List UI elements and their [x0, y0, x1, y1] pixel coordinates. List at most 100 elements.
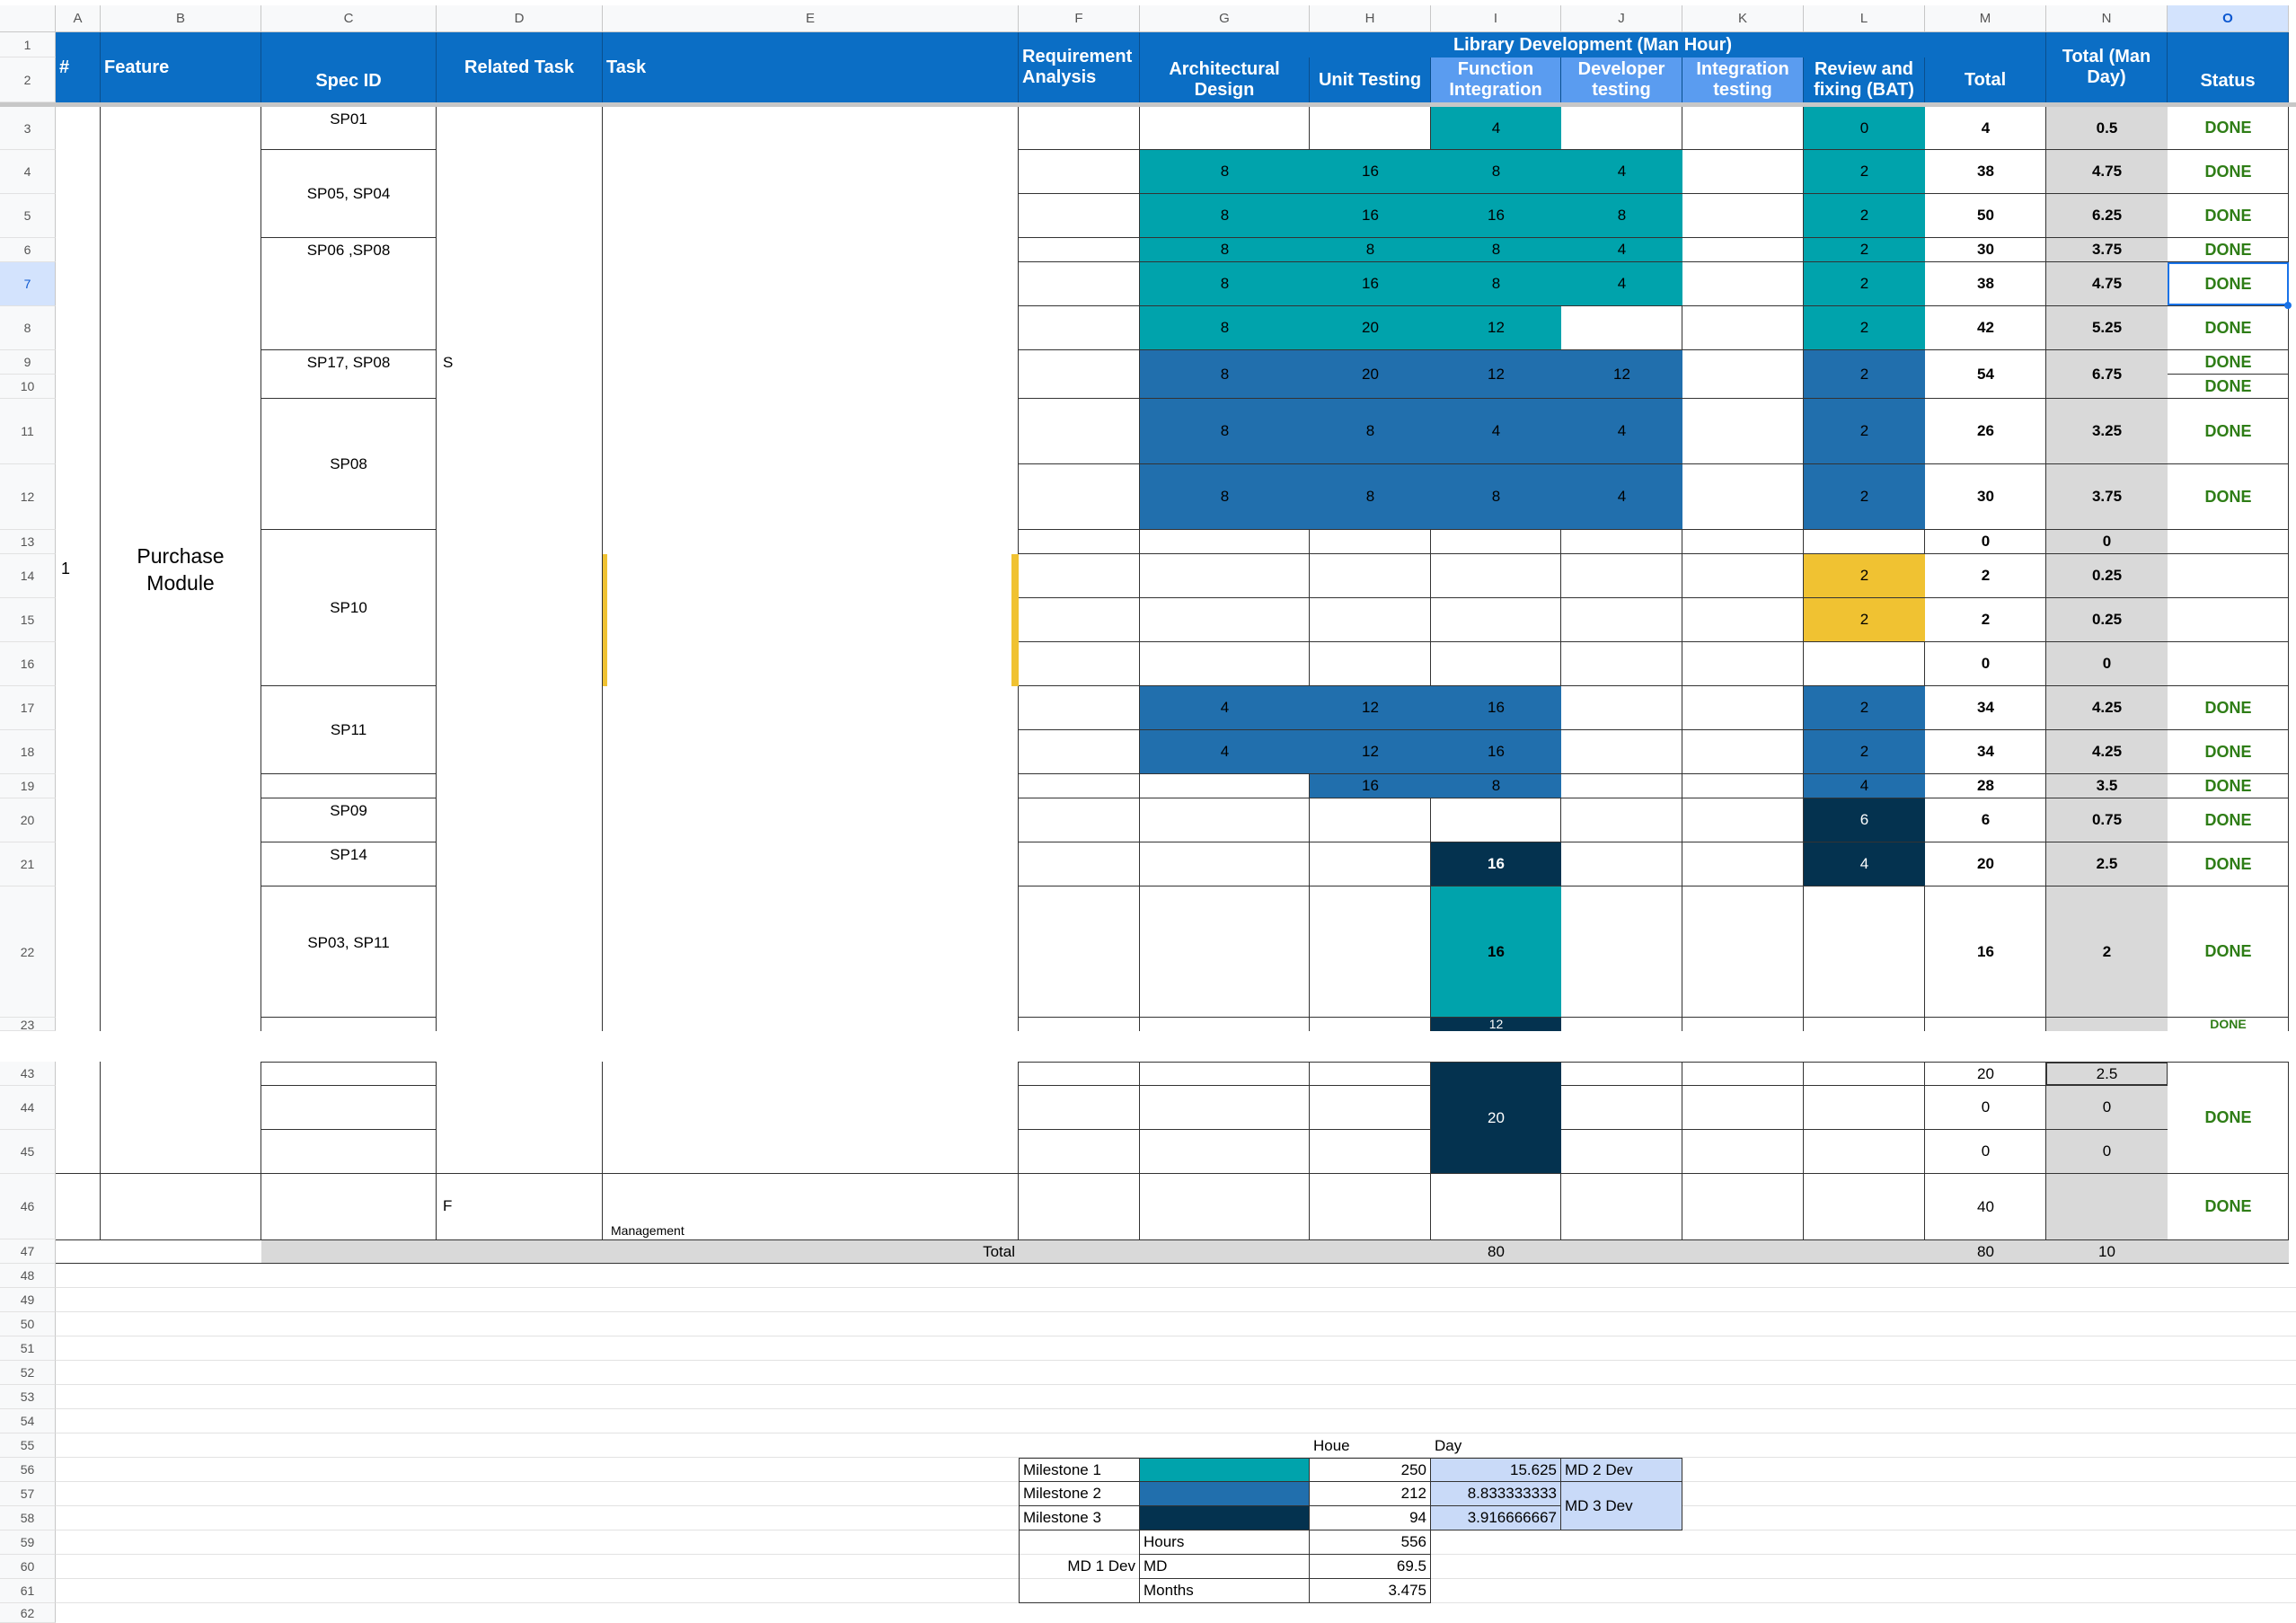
total-hours-cell[interactable]: 6 — [1981, 811, 1991, 828]
summary-md-value[interactable]: 69.5 — [1310, 1555, 1431, 1579]
total-man-day-cell[interactable]: 4.25 — [2046, 686, 2168, 729]
developer-testing-cell[interactable]: 8 — [1561, 194, 1682, 237]
status-cell[interactable]: DONE — [2204, 240, 2252, 259]
totals-function-integration[interactable]: 80 — [1488, 1242, 1505, 1260]
row-header-3[interactable]: 3 — [0, 107, 56, 150]
status-cell-selected[interactable]: DONE — [2168, 262, 2289, 305]
summary-label[interactable]: MD 1 Dev — [1019, 1530, 1140, 1603]
total-man-day-cell[interactable]: 5.25 — [2046, 306, 2168, 349]
total-man-day-cell[interactable]: 2 — [2046, 886, 2168, 1017]
total-hours-cell[interactable]: 2 — [1981, 567, 1991, 584]
architectural-design-cell[interactable]: 8 — [1140, 464, 1310, 529]
review-fixing-cell[interactable]: 2 — [1804, 464, 1925, 529]
row-header-23[interactable]: 23 — [0, 1018, 56, 1031]
row-header-56[interactable]: 56 — [0, 1458, 56, 1482]
total-hours-cell[interactable]: 28 — [1977, 777, 1994, 794]
column-header-a[interactable]: A — [56, 5, 101, 32]
total-hours-cell[interactable]: 16 — [1977, 942, 1994, 960]
column-header-e[interactable]: E — [603, 5, 1019, 32]
milestone-1-label[interactable]: Milestone 1 — [1019, 1458, 1140, 1482]
row-header-22[interactable]: 22 — [0, 886, 56, 1018]
total-hours-cell[interactable]: 38 — [1977, 275, 1994, 292]
unit-testing-cell[interactable]: 8 — [1310, 399, 1431, 463]
row-header-2[interactable]: 2 — [0, 57, 56, 102]
review-fixing-cell[interactable]: 4 — [1804, 842, 1925, 886]
total-hours-cell[interactable]: 0 — [1981, 1142, 1991, 1160]
unit-testing-cell[interactable]: 12 — [1310, 686, 1431, 729]
function-integration-cell[interactable]: 16 — [1431, 194, 1561, 237]
total-hours-cell[interactable]: 0 — [1981, 1098, 1991, 1116]
milestone-1-hours[interactable]: 250 — [1310, 1458, 1431, 1482]
milestone-3-hours[interactable]: 94 — [1310, 1506, 1431, 1530]
developer-testing-cell[interactable]: 4 — [1561, 399, 1682, 463]
row-header-4[interactable]: 4 — [0, 150, 56, 194]
row-header-52[interactable]: 52 — [0, 1361, 56, 1385]
row-header-53[interactable]: 53 — [0, 1385, 56, 1409]
row-header-1[interactable]: 1 — [0, 32, 56, 57]
review-fixing-cell[interactable]: 2 — [1804, 238, 1925, 261]
function-integration-cell[interactable]: 8 — [1431, 238, 1561, 261]
status-cell[interactable]: DONE — [2204, 352, 2252, 371]
total-man-day-cell[interactable]: 4.75 — [2046, 262, 2168, 305]
row-header-5[interactable]: 5 — [0, 194, 56, 238]
row-header-6[interactable]: 6 — [0, 238, 56, 262]
review-fixing-cell[interactable]: 2 — [1804, 194, 1925, 237]
spec-id-cell[interactable]: SP10 — [330, 598, 367, 616]
row-header-62[interactable]: 62 — [0, 1603, 56, 1623]
status-cell[interactable]: DONE — [2204, 742, 2252, 761]
row-header-19[interactable]: 19 — [0, 774, 56, 798]
unit-testing-cell[interactable]: 8 — [1310, 464, 1431, 529]
spec-id-cell[interactable]: SP14 — [330, 845, 367, 863]
status-cell[interactable]: DONE — [2204, 810, 2252, 829]
total-man-day-cell[interactable] — [2046, 1018, 2168, 1031]
column-header-l[interactable]: L — [1804, 5, 1925, 32]
unit-testing-cell[interactable]: 8 — [1310, 238, 1431, 261]
column-header-k[interactable]: K — [1682, 5, 1804, 32]
row-header-46[interactable]: 46 — [0, 1174, 56, 1239]
total-man-day-cell[interactable]: 4.25 — [2046, 730, 2168, 773]
total-man-day-cell[interactable]: 3.25 — [2046, 399, 2168, 463]
totals-hours[interactable]: 80 — [1977, 1242, 1994, 1260]
row-header-51[interactable]: 51 — [0, 1336, 56, 1361]
row-header-14[interactable]: 14 — [0, 554, 56, 598]
total-hours-cell[interactable]: 0 — [1981, 533, 1991, 550]
spec-id-cell[interactable]: SP11 — [330, 720, 367, 738]
row-header-18[interactable]: 18 — [0, 730, 56, 774]
totals-label[interactable]: Total — [983, 1242, 1015, 1260]
row-header-13[interactable]: 13 — [0, 530, 56, 554]
function-integration-cell[interactable]: 8 — [1431, 464, 1561, 529]
architectural-design-cell[interactable]: 8 — [1140, 399, 1310, 463]
total-hours-cell[interactable]: 2 — [1981, 611, 1991, 628]
spec-id-cell[interactable]: SP05, SP04 — [306, 184, 391, 202]
row-header-17[interactable]: 17 — [0, 686, 56, 730]
status-cell[interactable]: DONE — [2204, 421, 2252, 440]
total-man-day-cell[interactable]: 0 — [2046, 1130, 2168, 1173]
developer-testing-cell[interactable]: 4 — [1561, 150, 1682, 193]
total-man-day-cell[interactable]: 6.25 — [2046, 194, 2168, 237]
total-man-day-cell[interactable]: 2.5 — [2046, 1063, 2168, 1085]
unit-testing-cell[interactable]: 20 — [1310, 350, 1431, 398]
summary-months-value[interactable]: 3.475 — [1310, 1579, 1431, 1603]
total-hours-cell[interactable]: 26 — [1977, 422, 1994, 439]
unit-testing-cell[interactable]: 12 — [1310, 730, 1431, 773]
total-hours-cell[interactable]: 4 — [1981, 119, 1991, 137]
row-header-20[interactable]: 20 — [0, 798, 56, 842]
status-cell[interactable]: DONE — [2204, 206, 2252, 225]
total-man-day-cell[interactable]: 0 — [2046, 530, 2168, 553]
developer-testing-cell[interactable]: 4 — [1561, 238, 1682, 261]
task-text[interactable]: Management — [611, 1223, 684, 1238]
milestone-2-hours[interactable]: 212 — [1310, 1482, 1431, 1506]
architectural-design-cell[interactable]: 4 — [1140, 730, 1310, 773]
review-fixing-cell[interactable]: 2 — [1804, 730, 1925, 773]
column-header-b[interactable]: B — [101, 5, 261, 32]
row-header-12[interactable]: 12 — [0, 464, 56, 530]
total-man-day-cell[interactable]: 0.5 — [2046, 107, 2168, 149]
total-man-day-cell[interactable]: 0.25 — [2046, 598, 2168, 641]
unit-testing-cell[interactable]: 16 — [1310, 150, 1431, 193]
status-cell[interactable]: DONE — [2204, 1197, 2252, 1215]
totals-man-day[interactable]: 10 — [2098, 1242, 2115, 1260]
total-hours-cell[interactable]: 54 — [1977, 365, 1994, 383]
column-header-i[interactable]: I — [1431, 5, 1561, 32]
total-man-day-cell[interactable]: 2.5 — [2046, 842, 2168, 886]
row-header-50[interactable]: 50 — [0, 1312, 56, 1336]
